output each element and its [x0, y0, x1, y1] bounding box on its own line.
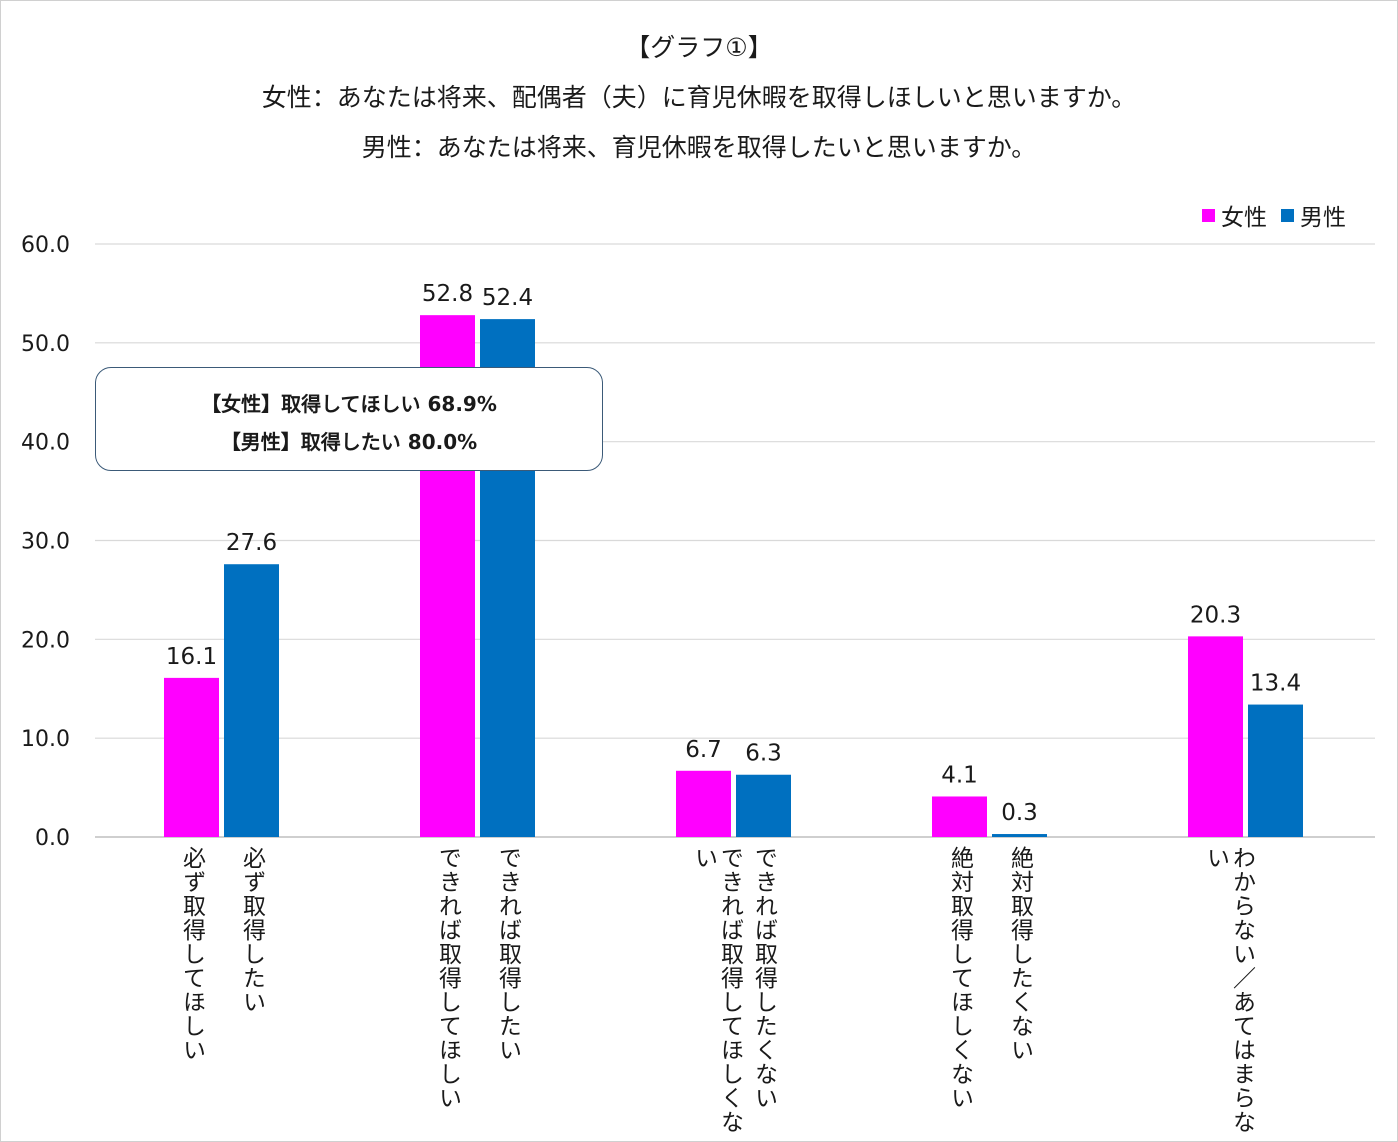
data-label-female-2: 6.7 [685, 737, 722, 763]
chart-title-line2: 女性：あなたは将来、配偶者（夫）に育児休暇を取得しほしいと思いますか。 [261, 83, 1137, 112]
y-tick-label: 40.0 [21, 431, 70, 456]
y-tick-label: 10.0 [21, 727, 70, 752]
data-label-male-0: 27.6 [226, 530, 277, 556]
legend-label-male: 男性 [1300, 205, 1346, 231]
data-label-female-3: 4.1 [941, 762, 978, 788]
bar-male-3 [992, 834, 1047, 837]
x-label-male-1: できれば取得したい [494, 846, 521, 1062]
x-label-male-2: できれば取得したくない [750, 846, 777, 1110]
legend-label-female: 女性 [1221, 205, 1267, 231]
y-tick-label: 30.0 [21, 530, 70, 555]
callout-line-male: 【男性】取得したい 80.0% [220, 430, 478, 454]
bar-female-2 [676, 770, 731, 837]
legend-item-female: 女性 [1202, 198, 1267, 232]
legend-item-male: 男性 [1281, 198, 1346, 232]
y-tick-label: 20.0 [21, 628, 70, 653]
x-label-female-4: わからない／あてはまらない [1202, 846, 1255, 1134]
x-label-female-0: 必ず取得してほしい [178, 846, 205, 1062]
bar-female-3 [932, 796, 987, 837]
x-label-female-2: できれば取得してほしくない [690, 846, 743, 1134]
data-label-male-4: 13.4 [1250, 671, 1301, 697]
chart-title-line1: 【グラフ①】 [625, 33, 773, 62]
y-tick-label: 0.0 [35, 826, 70, 851]
y-tick-label: 50.0 [21, 332, 70, 357]
summary-callout: 【女性】取得してほしい 68.9% 【男性】取得したい 80.0% [95, 367, 603, 471]
data-label-male-2: 6.3 [745, 741, 782, 767]
legend: 女性 男性 [1188, 198, 1346, 232]
chart-title-line3: 男性：あなたは将来、育児休暇を取得したいと思いますか。 [361, 133, 1037, 162]
callout-line-female: 【女性】取得してほしい 68.9% [201, 392, 497, 416]
data-label-male-1: 52.4 [482, 285, 533, 311]
x-label-female-3: 絶対取得してほしくない [946, 846, 973, 1110]
data-label-female-1: 52.8 [422, 281, 473, 307]
bar-male-4 [1248, 704, 1303, 837]
x-label-male-3: 絶対取得したくない [1006, 846, 1033, 1062]
legend-swatch-male [1281, 208, 1294, 222]
bar-female-4 [1188, 636, 1243, 837]
data-label-female-0: 16.1 [166, 644, 217, 670]
data-label-female-4: 20.3 [1190, 602, 1241, 628]
bar-male-2 [736, 774, 791, 837]
x-label-female-1: できれば取得してほしい [434, 846, 461, 1110]
bar-female-0 [164, 677, 219, 837]
data-label-male-3: 0.3 [1001, 800, 1038, 826]
y-tick-label: 60.0 [21, 233, 70, 258]
x-label-male-0: 必ず取得したい [238, 846, 265, 1014]
legend-swatch-female [1202, 208, 1215, 222]
bar-male-0 [224, 564, 279, 837]
